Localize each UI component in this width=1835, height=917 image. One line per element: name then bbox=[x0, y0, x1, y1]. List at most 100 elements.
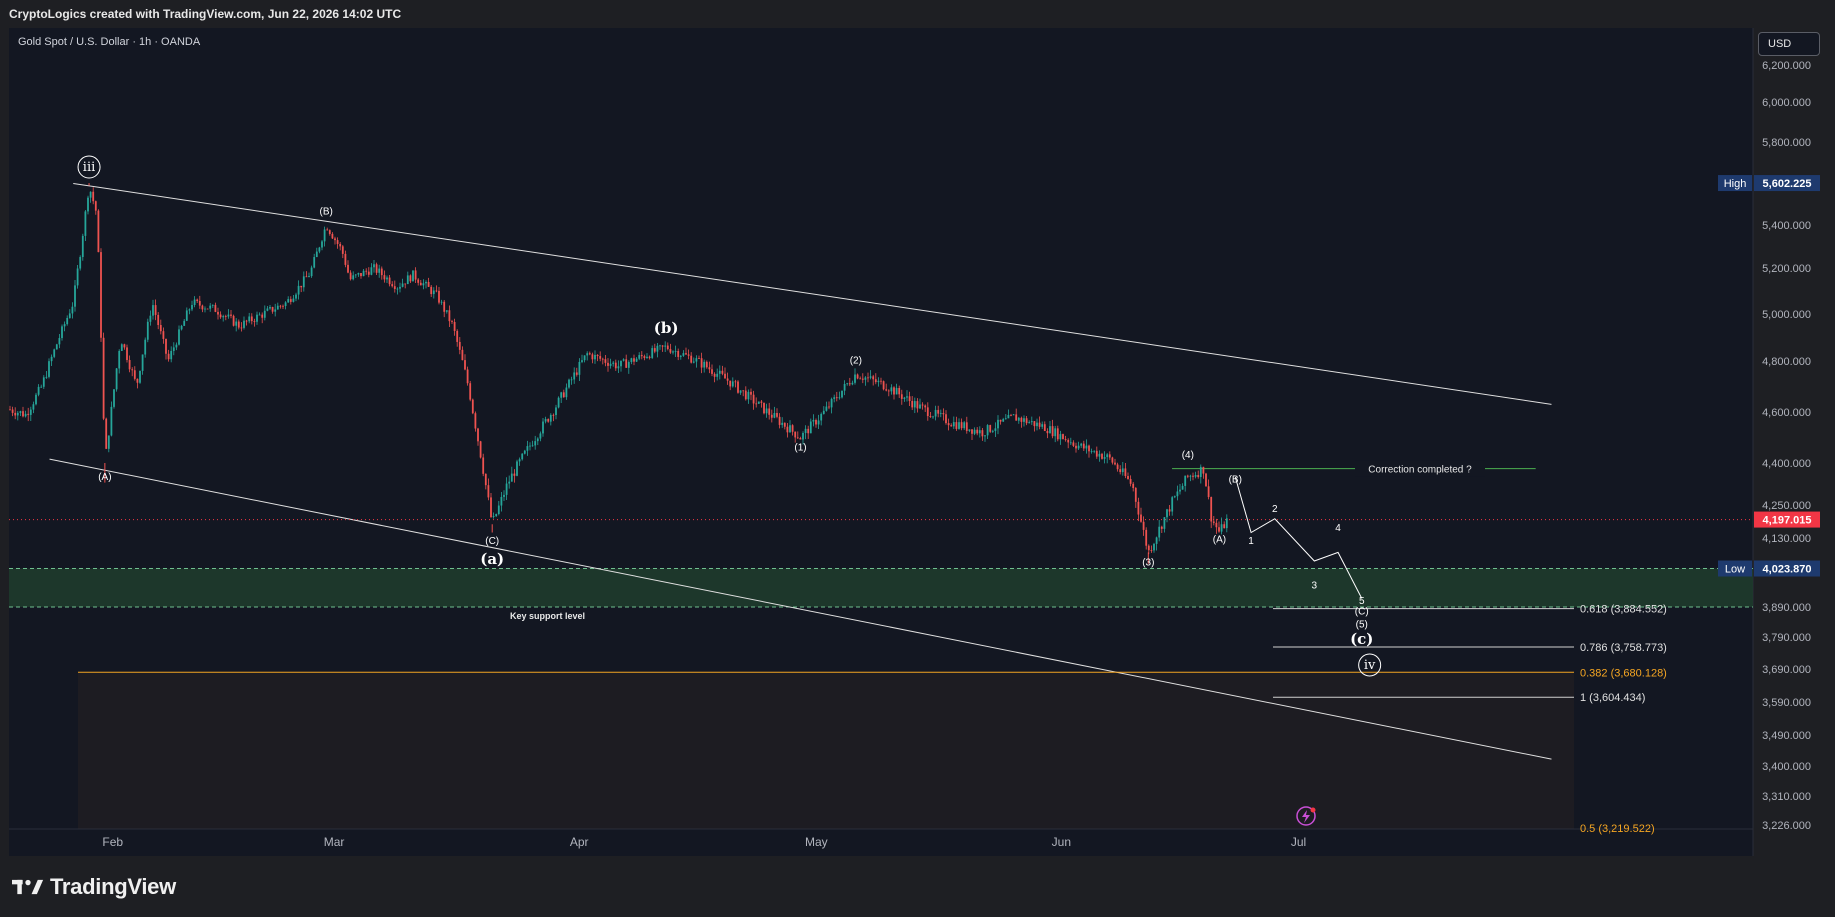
candle-body bbox=[152, 305, 154, 316]
wave-label: 2 bbox=[1272, 504, 1278, 515]
candle-body bbox=[209, 305, 212, 309]
currency-button[interactable]: USD bbox=[1758, 32, 1820, 56]
candle-body bbox=[1043, 424, 1046, 431]
candle-body bbox=[1179, 489, 1181, 492]
candle-body bbox=[214, 304, 217, 312]
candle-body bbox=[300, 285, 303, 288]
candle-body bbox=[282, 305, 284, 307]
price-tick: 4,800.000 bbox=[1762, 356, 1811, 368]
candle-body bbox=[817, 420, 820, 425]
price-axis[interactable]: 6,200.000 6,000.000 5,800.000 5,400.000 5,20… bbox=[1762, 60, 1811, 832]
projection-layer bbox=[1234, 476, 1363, 599]
candle-body bbox=[625, 359, 628, 368]
candle-body bbox=[68, 313, 71, 318]
candle-body bbox=[313, 257, 316, 268]
candle-body bbox=[809, 421, 812, 434]
candle-body bbox=[386, 277, 388, 280]
candle-body bbox=[1095, 450, 1098, 457]
current-price-badge-value-bg bbox=[1754, 511, 1820, 528]
candle-body bbox=[926, 407, 929, 417]
candle-body bbox=[443, 301, 446, 312]
candle-body bbox=[994, 428, 997, 431]
candle-body bbox=[929, 416, 932, 418]
candle-body bbox=[1218, 527, 1220, 532]
candle-body bbox=[643, 356, 646, 359]
candle-body bbox=[149, 315, 152, 322]
candle-body bbox=[965, 422, 968, 431]
candle-body bbox=[383, 275, 386, 280]
candle-body bbox=[757, 401, 760, 404]
candle-body bbox=[271, 307, 274, 312]
candle-body bbox=[523, 450, 526, 454]
candle-body bbox=[518, 459, 521, 462]
candle-body bbox=[191, 305, 193, 310]
candle-body bbox=[973, 429, 976, 434]
candle-body bbox=[391, 284, 394, 287]
candle-body bbox=[123, 344, 126, 348]
candle-body bbox=[1158, 526, 1161, 538]
candle-body bbox=[1062, 434, 1064, 440]
candle-body bbox=[302, 276, 305, 288]
candle-body bbox=[55, 344, 58, 350]
candle-body bbox=[861, 378, 864, 380]
candle-body bbox=[659, 345, 661, 347]
candle-body bbox=[672, 351, 674, 353]
lightning-icon[interactable] bbox=[1296, 806, 1316, 826]
candle-body bbox=[1127, 476, 1129, 479]
candle-body bbox=[406, 275, 409, 285]
candle-body bbox=[799, 438, 802, 440]
time-tick: Jul bbox=[1291, 835, 1306, 849]
candle-body bbox=[245, 320, 248, 322]
candle-body bbox=[1038, 422, 1041, 427]
candle-body bbox=[40, 386, 43, 388]
candle-body bbox=[1140, 514, 1142, 522]
wave-label: (1) bbox=[794, 442, 806, 453]
candle-body bbox=[877, 380, 880, 383]
time-axis[interactable]: Feb Mar Apr May Jun Jul bbox=[102, 835, 1306, 849]
candle-body bbox=[778, 416, 781, 425]
candle-body bbox=[1059, 434, 1062, 440]
price-tick: 3,790.000 bbox=[1762, 632, 1811, 644]
candle-body bbox=[256, 314, 258, 322]
candle-body bbox=[1101, 453, 1103, 459]
candle-body bbox=[308, 276, 310, 277]
tradingview-brand[interactable]: TradingView bbox=[12, 874, 176, 900]
candle-body bbox=[791, 425, 794, 432]
candle-body bbox=[937, 409, 940, 414]
candle-body bbox=[552, 414, 555, 416]
time-tick: May bbox=[805, 835, 828, 849]
candle-body bbox=[292, 298, 295, 302]
candle-body bbox=[438, 290, 440, 303]
candle-body bbox=[274, 309, 277, 312]
candle-body bbox=[568, 379, 570, 388]
candle-body bbox=[1129, 478, 1132, 484]
candle-body bbox=[118, 350, 121, 369]
price-tick: 3,890.000 bbox=[1762, 602, 1811, 614]
footer-bar bbox=[0, 858, 1835, 917]
candle-body bbox=[718, 370, 721, 374]
candle-body bbox=[724, 373, 726, 379]
candle-body bbox=[997, 419, 999, 429]
candle-body bbox=[435, 290, 438, 292]
candle-body bbox=[1054, 428, 1057, 437]
candle-body bbox=[516, 461, 518, 476]
fib-layer: 0.618 (3,884.552) 0.786 (3,758.773) 0.382 … bbox=[78, 604, 1667, 835]
candle-body bbox=[916, 401, 919, 409]
price-tick: 3,310.000 bbox=[1762, 791, 1811, 803]
price-tick: 4,130.000 bbox=[1762, 533, 1811, 545]
candle-body bbox=[81, 235, 84, 258]
candle-body bbox=[336, 240, 339, 244]
wave-label: iv bbox=[1364, 658, 1376, 673]
candle-body bbox=[794, 431, 797, 438]
candle-body bbox=[74, 285, 76, 307]
candle-body bbox=[1098, 453, 1101, 457]
price-tick: 5,400.000 bbox=[1762, 220, 1811, 232]
candle-body bbox=[695, 358, 698, 362]
candle-body bbox=[172, 347, 175, 351]
candle-body bbox=[536, 438, 539, 442]
candle-body bbox=[677, 351, 680, 357]
candle-body bbox=[544, 419, 547, 422]
time-tick: Mar bbox=[324, 835, 345, 849]
candle-body bbox=[1028, 422, 1031, 424]
